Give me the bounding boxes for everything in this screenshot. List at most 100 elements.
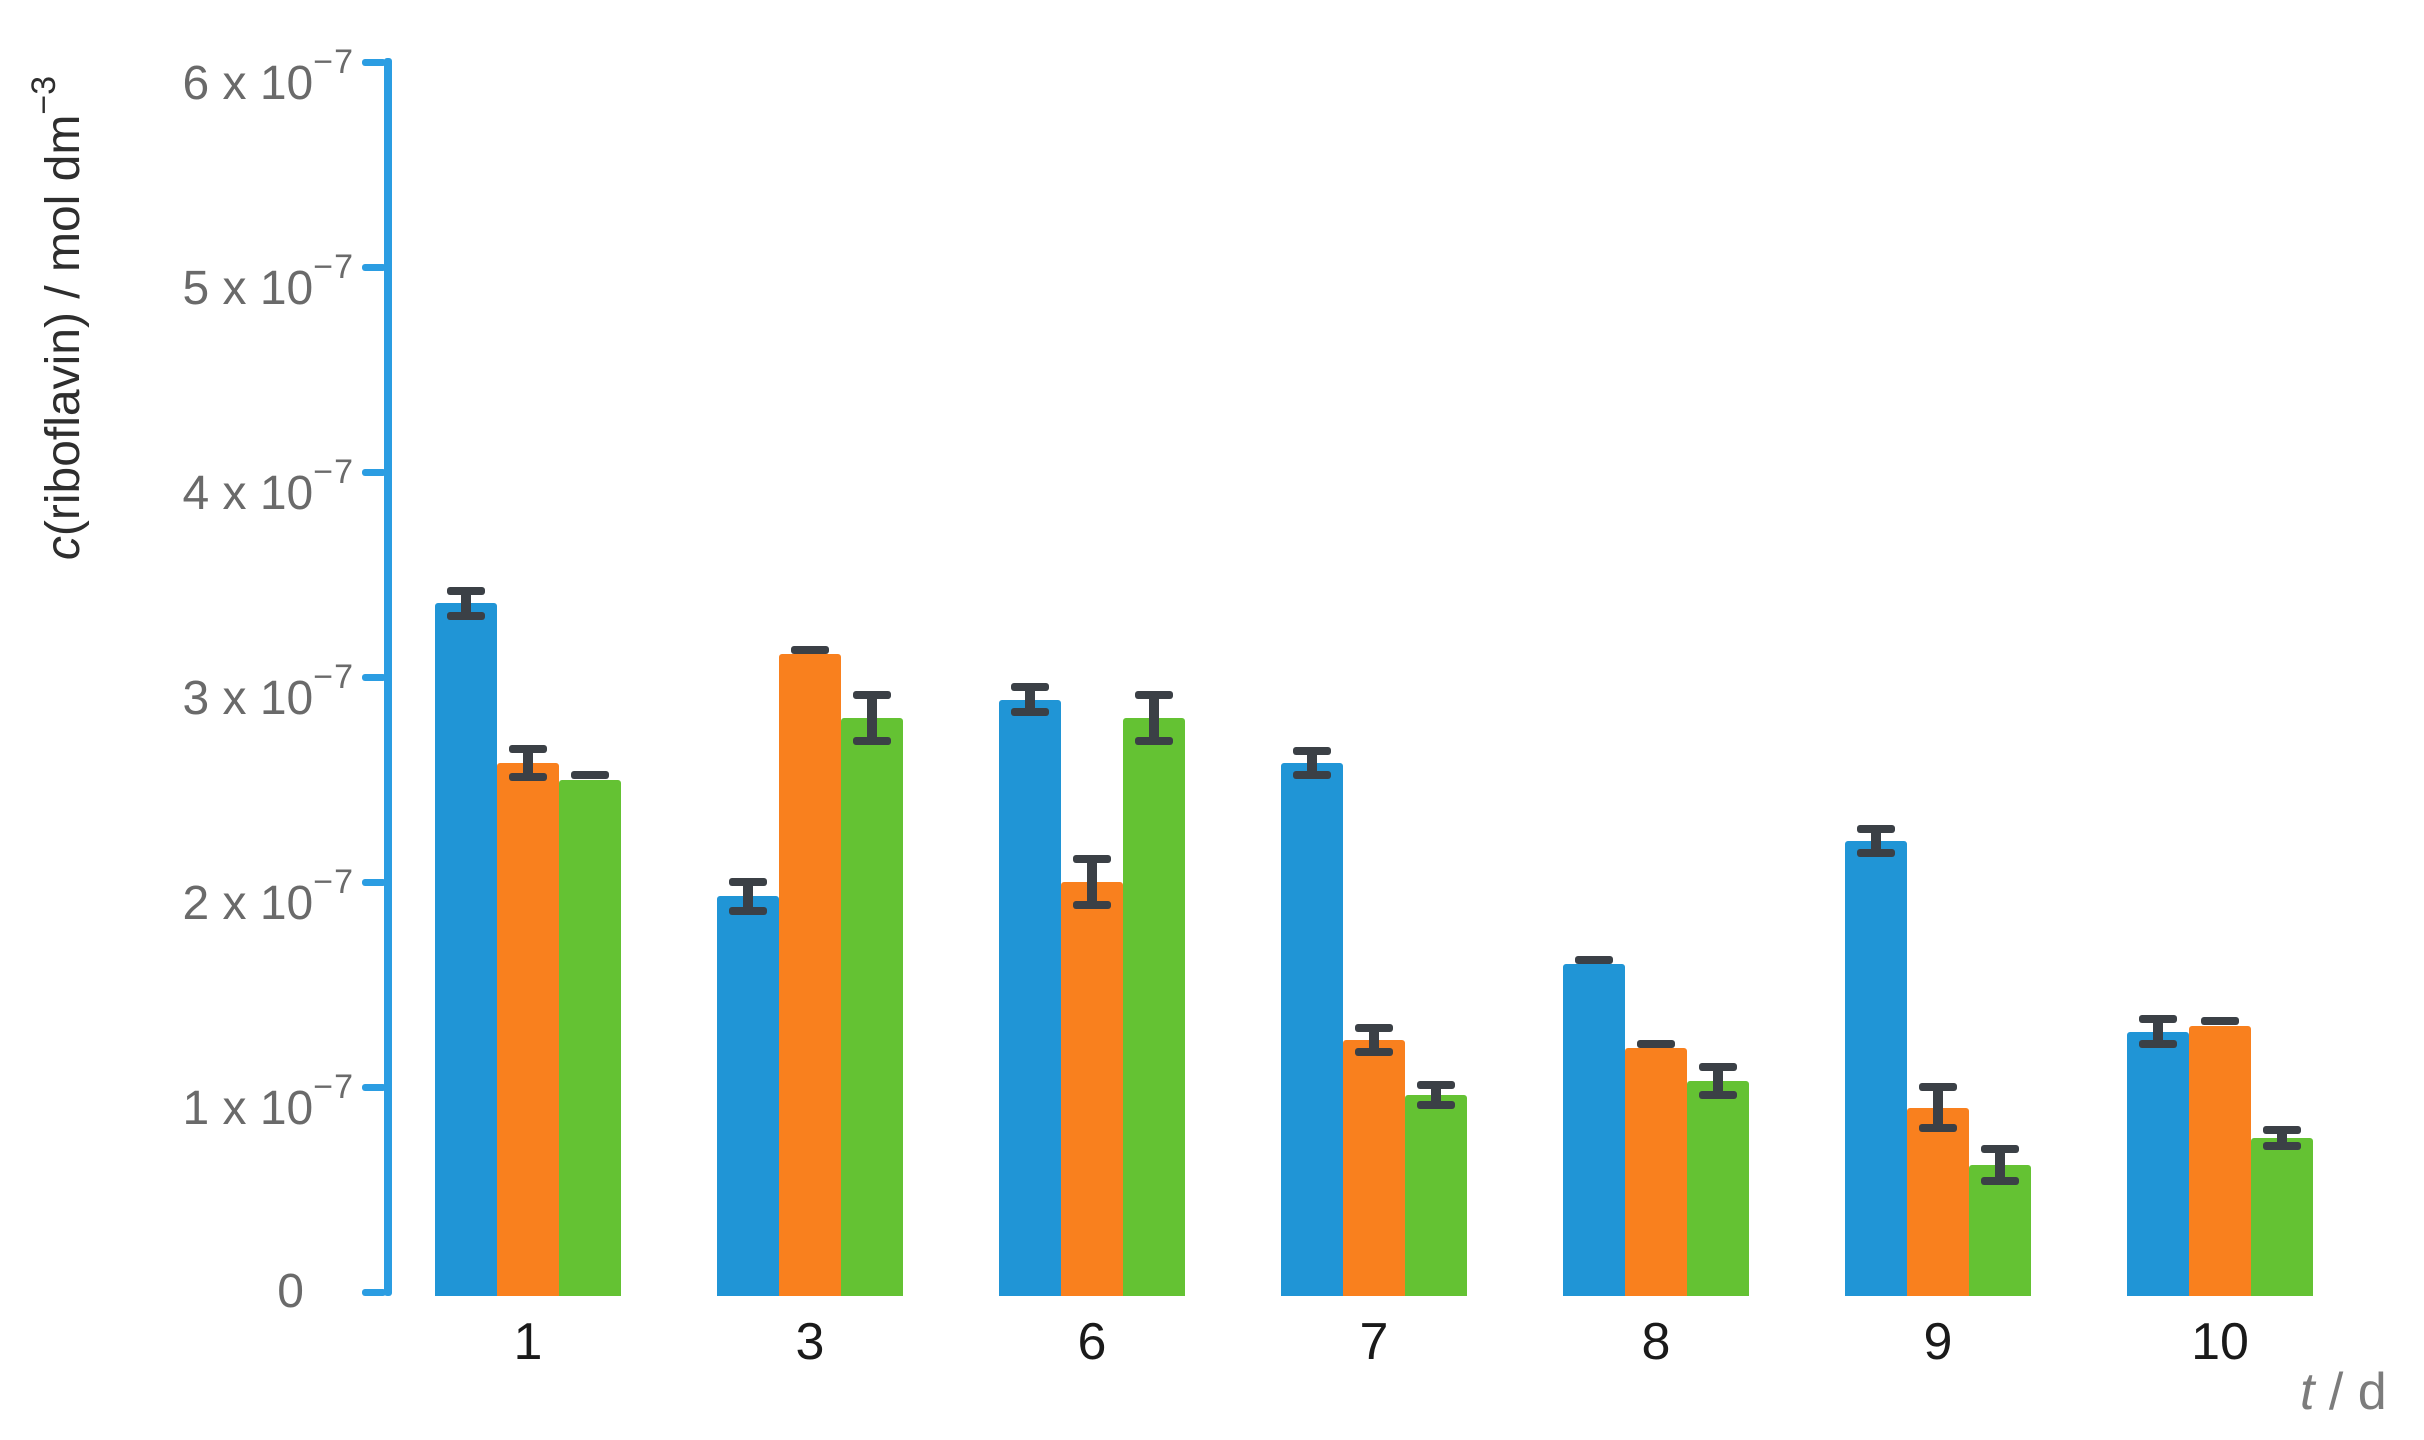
error-bar-stem-orange-t1 bbox=[523, 748, 533, 778]
error-bar-stem-green-t7 bbox=[1431, 1084, 1441, 1106]
y-tick-label-main: 6 x 10 bbox=[182, 57, 314, 110]
bar-orange-t6 bbox=[1061, 882, 1123, 1296]
error-bar-stem-orange-t6 bbox=[1087, 859, 1097, 905]
x-tick-label-1: 1 bbox=[513, 1313, 543, 1371]
error-bar-stem-blue-t6 bbox=[1025, 687, 1035, 712]
bar-blue-t6 bbox=[999, 699, 1061, 1296]
error-bar-cap-top-orange-t3 bbox=[791, 646, 829, 655]
y-tick-label-exponent: −7 bbox=[313, 863, 354, 901]
bar-green-t3 bbox=[841, 718, 903, 1296]
error-bar-cap-bottom-green-t9 bbox=[1981, 1177, 2019, 1186]
y-tick-label-exponent: −7 bbox=[313, 248, 354, 286]
error-bar-stem-blue-t10 bbox=[2153, 1019, 2163, 1044]
error-bar-stem-green-t8 bbox=[1713, 1066, 1723, 1096]
error-bar-cap-bottom-green-t6 bbox=[1135, 736, 1173, 745]
y-tick bbox=[362, 878, 386, 886]
y-axis-title-text: (riboflavin) / mol dm bbox=[37, 114, 90, 537]
y-tick-label-exponent: −7 bbox=[313, 1068, 354, 1106]
error-bar-stem-blue-t3 bbox=[743, 882, 753, 911]
y-tick-label-exponent: −7 bbox=[313, 43, 354, 81]
error-bar-stem-orange-t9 bbox=[1933, 1087, 1943, 1128]
bar-orange-t3 bbox=[779, 654, 841, 1296]
y-tick-label-main: 2 x 10 bbox=[182, 877, 314, 930]
y-axis-line bbox=[384, 58, 392, 1296]
error-bar-cap-top-orange-t8 bbox=[1637, 1039, 1675, 1048]
error-bar-stem-blue-t7 bbox=[1307, 750, 1317, 776]
error-bar-cap-top-green-t1 bbox=[571, 771, 609, 780]
error-bar-cap-bottom-orange-t9 bbox=[1919, 1124, 1957, 1132]
y-tick bbox=[362, 673, 386, 681]
y-tick bbox=[362, 468, 386, 476]
x-tick-label-10: 10 bbox=[2191, 1313, 2249, 1371]
y-tick-label: 5 x 10−7 bbox=[34, 239, 354, 317]
x-tick-label-8: 8 bbox=[1641, 1313, 1671, 1371]
y-tick-label: 0 bbox=[34, 1264, 354, 1320]
error-bar-cap-bottom-green-t8 bbox=[1699, 1091, 1737, 1100]
error-bar-cap-bottom-blue-t7 bbox=[1293, 771, 1331, 780]
error-bar-cap-top-orange-t10 bbox=[2201, 1017, 2239, 1026]
y-tick-label: 1 x 10−7 bbox=[34, 1059, 354, 1137]
bar-green-t1 bbox=[559, 779, 621, 1296]
bar-orange-t8 bbox=[1625, 1048, 1687, 1296]
x-axis-title-text: / d bbox=[2314, 1363, 2387, 1421]
x-axis-title-symbol: t bbox=[2300, 1363, 2315, 1421]
y-tick-label-main: 3 x 10 bbox=[182, 672, 314, 725]
y-tick-label-main: 1 x 10 bbox=[182, 1082, 314, 1135]
y-tick-label: 6 x 10−7 bbox=[34, 34, 354, 112]
bar-orange-t1 bbox=[497, 763, 559, 1296]
bar-blue-t3 bbox=[717, 896, 779, 1296]
error-bar-cap-bottom-green-t3 bbox=[853, 736, 891, 745]
x-tick-label-3: 3 bbox=[795, 1313, 825, 1371]
bar-green-t6 bbox=[1123, 718, 1185, 1296]
bar-green-t10 bbox=[2251, 1138, 2313, 1296]
bar-green-t8 bbox=[1687, 1080, 1749, 1296]
bar-green-t9 bbox=[1969, 1164, 2031, 1296]
y-tick-label: 2 x 10−7 bbox=[34, 854, 354, 932]
x-tick-label-9: 9 bbox=[1923, 1313, 1953, 1371]
error-bar-stem-green-t9 bbox=[1995, 1148, 2005, 1182]
x-tick-label-7: 7 bbox=[1359, 1313, 1389, 1371]
error-bar-cap-bottom-blue-t6 bbox=[1011, 707, 1049, 716]
x-axis-title: t / d bbox=[2300, 1362, 2387, 1422]
error-bar-stem-orange-t7 bbox=[1369, 1027, 1379, 1053]
y-axis-title-exponent: −3 bbox=[25, 75, 63, 115]
bar-blue-t10 bbox=[2127, 1031, 2189, 1296]
y-tick-label: 3 x 10−7 bbox=[34, 649, 354, 727]
error-bar-cap-bottom-blue-t1 bbox=[447, 611, 485, 620]
error-bar-cap-bottom-blue-t10 bbox=[2139, 1039, 2177, 1048]
y-tick-label-main: 4 x 10 bbox=[182, 467, 314, 520]
y-tick bbox=[362, 1288, 386, 1296]
error-bar-cap-bottom-green-t7 bbox=[1417, 1101, 1455, 1110]
y-tick bbox=[362, 1083, 386, 1091]
y-axis-title: c(riboflavin) / mol dm−3 bbox=[25, 76, 91, 560]
error-bar-cap-bottom-blue-t3 bbox=[729, 906, 767, 915]
bar-orange-t10 bbox=[2189, 1025, 2251, 1296]
y-tick-label-main: 0 bbox=[277, 1265, 304, 1318]
error-bar-cap-bottom-green-t10 bbox=[2263, 1142, 2301, 1151]
bar-orange-t9 bbox=[1907, 1107, 1969, 1296]
bar-green-t7 bbox=[1405, 1095, 1467, 1296]
error-bar-stem-blue-t1 bbox=[461, 590, 471, 616]
y-tick bbox=[362, 263, 386, 271]
y-tick-label: 4 x 10−7 bbox=[34, 444, 354, 522]
bar-orange-t7 bbox=[1343, 1039, 1405, 1296]
y-tick-label-exponent: −7 bbox=[313, 658, 354, 696]
bar-blue-t8 bbox=[1563, 964, 1625, 1296]
error-bar-cap-bottom-orange-t6 bbox=[1073, 900, 1111, 909]
error-bar-cap-bottom-blue-t9 bbox=[1857, 849, 1895, 858]
y-tick bbox=[362, 58, 386, 66]
bar-blue-t9 bbox=[1845, 841, 1907, 1296]
x-tick-label-6: 6 bbox=[1077, 1313, 1107, 1371]
error-bar-stem-green-t10 bbox=[2277, 1130, 2287, 1147]
error-bar-cap-top-blue-t8 bbox=[1575, 955, 1613, 964]
error-bar-stem-green-t6 bbox=[1149, 695, 1159, 741]
error-bar-stem-blue-t9 bbox=[1871, 828, 1881, 854]
y-tick-label-main: 5 x 10 bbox=[182, 262, 314, 315]
error-bar-cap-bottom-orange-t7 bbox=[1355, 1048, 1393, 1057]
error-bar-cap-bottom-orange-t1 bbox=[509, 773, 547, 782]
y-tick-label-exponent: −7 bbox=[313, 453, 354, 491]
bar-blue-t7 bbox=[1281, 763, 1343, 1296]
bar-blue-t1 bbox=[435, 603, 497, 1296]
y-axis-title-symbol: c bbox=[37, 536, 90, 561]
